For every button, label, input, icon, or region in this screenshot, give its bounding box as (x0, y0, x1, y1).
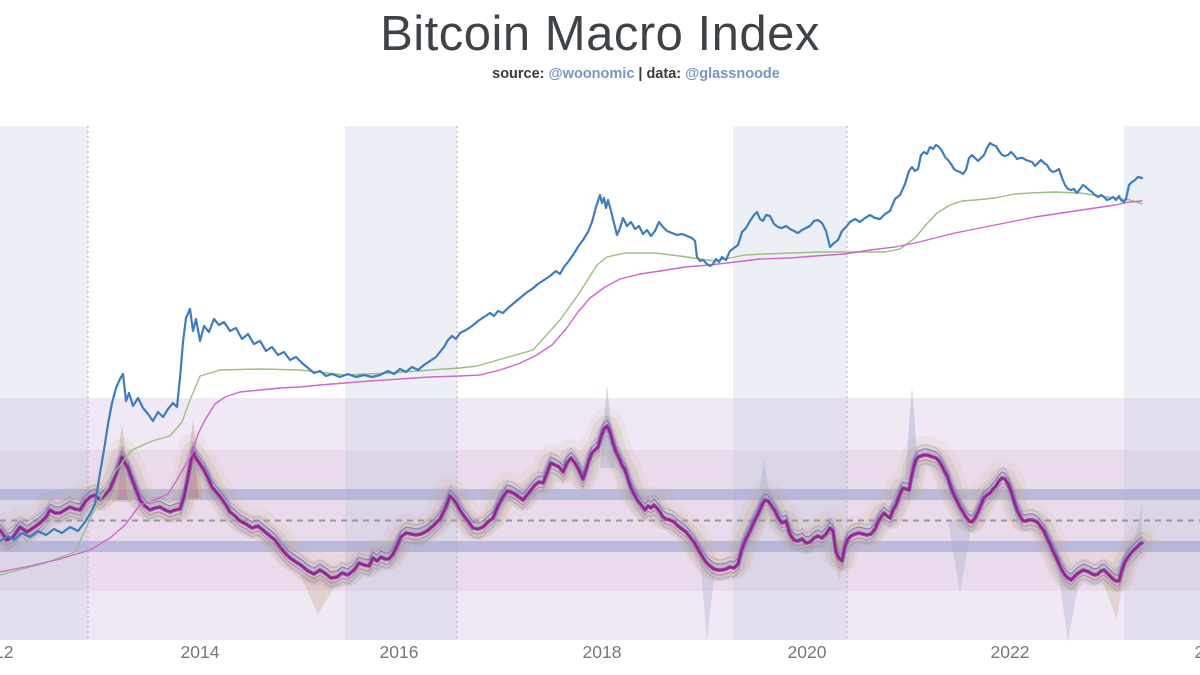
model-magenta (0, 200, 1143, 573)
fan-2019-up (757, 460, 771, 503)
subtitle-separator: | (638, 66, 643, 82)
fan-2018-down (700, 560, 715, 640)
source-label: source: (492, 66, 545, 82)
fan-2023-up (1134, 506, 1142, 542)
macro-index-layer-4 (0, 419, 1143, 576)
x-tick-2024: 2024 (1195, 642, 1200, 662)
upper-threshold-band (0, 489, 1200, 500)
macro-index-layer-1 (0, 407, 1157, 592)
macro-index-layer-6 (0, 434, 1143, 591)
btc-price (0, 141, 1144, 543)
data-label: data: (646, 66, 682, 82)
fan-2021mid-down (948, 520, 972, 594)
halving-band-2020 (733, 126, 847, 640)
macro-index-layer-7 (0, 415, 1143, 572)
model-green (0, 191, 1143, 576)
macro-index-layer-5 (0, 430, 1143, 587)
chart-header: Bitcoin Macro Index source: @woonomic | da… (0, 0, 1200, 82)
x-tick-2016: 2016 (380, 642, 419, 662)
x-tick-2022: 2022 (991, 642, 1030, 662)
page-title: Bitcoin Macro Index (380, 7, 820, 61)
fan-2013b-core (188, 442, 199, 498)
data-handle-link[interactable]: @glassnoode (685, 66, 780, 82)
x-tick-2012: 2012 (0, 642, 13, 662)
x-tick-2014: 2014 (181, 642, 220, 662)
fan-2015-down (300, 575, 340, 614)
x-tick-2020: 2020 (788, 642, 827, 662)
fan-2022-down (1058, 570, 1080, 642)
halving-band-2016 (345, 126, 457, 640)
chart-subtitle: source: @woonomic | data: @glassnoode (0, 66, 1200, 82)
x-tick-2018: 2018 (583, 642, 622, 662)
halving-band-2024 (1124, 126, 1200, 640)
source-handle-link[interactable]: @woonomic (548, 66, 635, 82)
fan-2013a-core (117, 446, 128, 500)
lower-threshold-band (0, 541, 1200, 552)
macro-index-layer-9 (0, 425, 1143, 582)
